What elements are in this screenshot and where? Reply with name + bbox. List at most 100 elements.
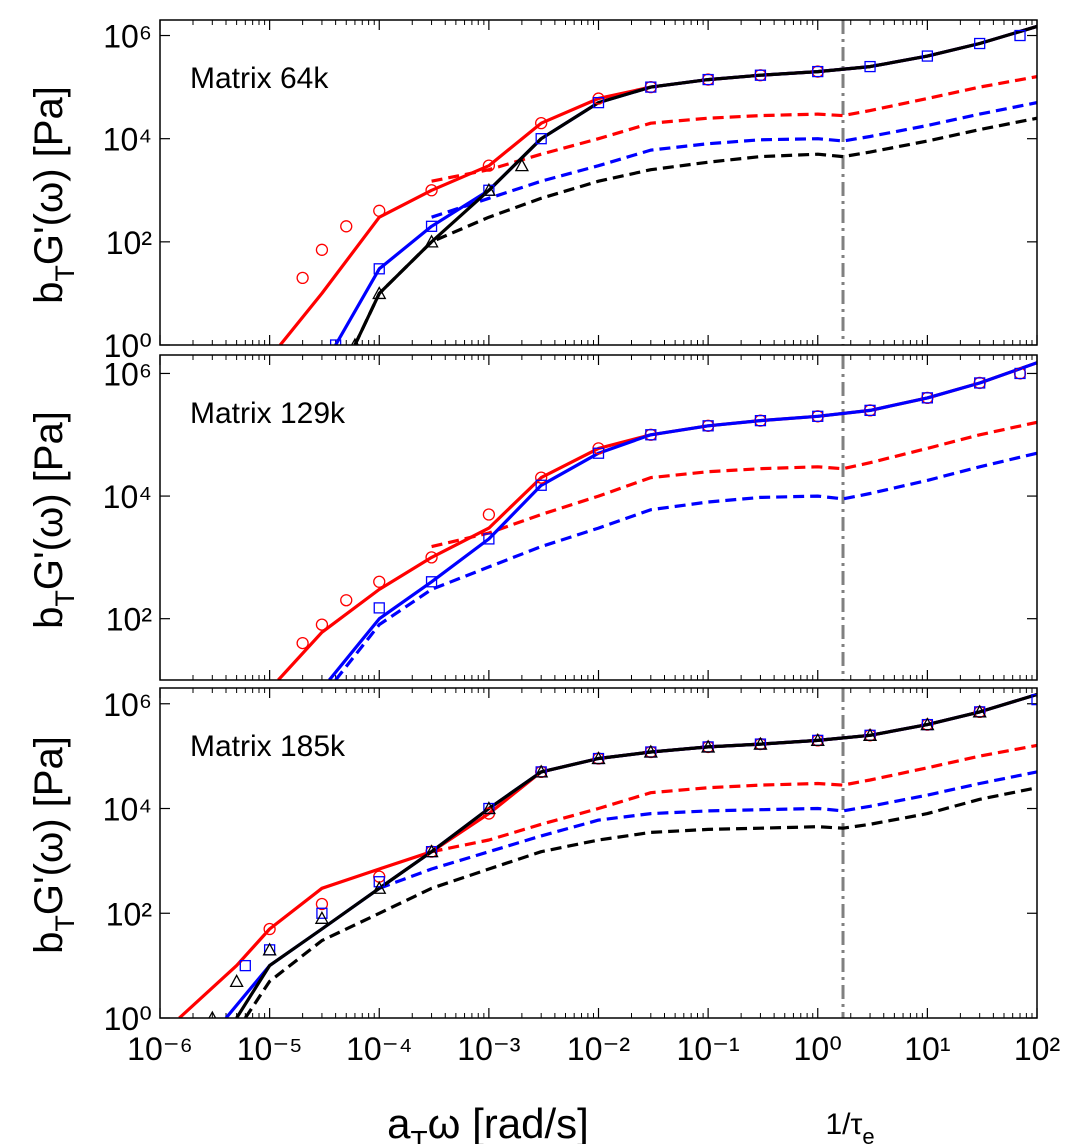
tau-label: 1/τe bbox=[825, 1108, 874, 1144]
x-tick-label: 10⁻⁶ bbox=[127, 1031, 193, 1067]
data-point-square bbox=[921, 392, 934, 404]
red-dashed-curve bbox=[431, 75, 1037, 183]
data-point-square bbox=[921, 50, 934, 62]
data-point-triangle bbox=[753, 736, 768, 750]
y-tick-label: 10² bbox=[106, 896, 153, 932]
data-point-square bbox=[1014, 367, 1026, 380]
data-point-square bbox=[425, 576, 438, 588]
plot-area bbox=[160, 355, 1037, 680]
data-point-square bbox=[702, 73, 714, 86]
data-point-square bbox=[592, 447, 605, 459]
data-point-triangle bbox=[591, 751, 606, 765]
data-point-triangle bbox=[372, 286, 387, 300]
red-dashed-curve bbox=[431, 420, 1037, 549]
chart-panel: 10² 10⁴ 10⁶ Matrix 129k bbox=[103, 354, 1038, 681]
data-point-circle bbox=[340, 594, 353, 607]
data-point-square bbox=[1014, 29, 1026, 42]
data-point-circle bbox=[482, 508, 496, 521]
y-tick-label: 10⁴ bbox=[103, 122, 152, 158]
plot-frame bbox=[159, 19, 1038, 346]
data-point-square bbox=[974, 377, 986, 389]
y-tick-label: 10² bbox=[106, 602, 153, 638]
blue-solid-curve bbox=[328, 361, 1037, 680]
plot-content bbox=[277, 355, 1037, 680]
data-point-triangle bbox=[972, 704, 987, 718]
data-point-triangle bbox=[314, 910, 330, 924]
data-point-square bbox=[316, 907, 328, 919]
data-point-square bbox=[373, 602, 385, 614]
data-point-triangle bbox=[514, 158, 529, 172]
data-point-square bbox=[373, 876, 385, 888]
x-tick-label: 10⁰ bbox=[794, 1031, 842, 1067]
y-tick-label: 10⁰ bbox=[104, 328, 152, 364]
panel-title: Matrix 185k bbox=[190, 730, 346, 763]
data-point-circle bbox=[315, 618, 329, 631]
data-point-circle bbox=[425, 184, 438, 197]
data-point-triangle bbox=[481, 182, 496, 196]
panel-title: Matrix 64k bbox=[190, 62, 329, 95]
data-point-square bbox=[425, 220, 438, 232]
data-point-triangle bbox=[701, 739, 716, 753]
x-tick-label: 10⁻⁵ bbox=[237, 1031, 303, 1067]
data-point-square bbox=[812, 65, 824, 78]
x-tick-label: 10¹ bbox=[904, 1031, 950, 1067]
y-tick-label: 10⁰ bbox=[104, 1001, 152, 1037]
data-point-square bbox=[535, 479, 547, 491]
data-point-triangle bbox=[229, 974, 244, 988]
data-point-square bbox=[535, 133, 547, 145]
data-point-triangle bbox=[810, 733, 825, 747]
chart-panel: 10⁻⁶ 10⁻⁵ 10⁻⁴ 10⁻³ 10⁻² 10⁻¹ 10⁰ 10¹ 10² 10⁰ 10² 1… bbox=[103, 687, 1061, 1067]
data-point-circle bbox=[535, 117, 548, 130]
data-point-triangle bbox=[262, 942, 277, 956]
y-axis-label: bTG'(ω) [Pa] bbox=[27, 411, 80, 629]
plot-content bbox=[278, 20, 1037, 345]
data-point-triangle bbox=[424, 234, 439, 248]
data-point-triangle bbox=[481, 801, 496, 815]
data-point-square bbox=[864, 60, 876, 73]
blue-dashed-curve bbox=[334, 451, 1037, 680]
data-point-circle bbox=[340, 220, 353, 233]
chart-panel: 10⁰ 10² 10⁴ 10⁶ Matrix 64k bbox=[103, 19, 1038, 364]
data-point-square bbox=[974, 37, 986, 50]
y-tick-label: 10⁶ bbox=[103, 19, 152, 55]
plot-area bbox=[160, 688, 1037, 1018]
black-solid-curve bbox=[353, 24, 1037, 345]
data-point-triangle bbox=[424, 844, 439, 858]
svg-text:bTG'(ω) [Pa]: bTG'(ω) [Pa] bbox=[27, 411, 80, 629]
data-point-triangle bbox=[372, 880, 387, 894]
x-tick-label: 10² bbox=[1014, 1031, 1061, 1067]
plot-content bbox=[178, 688, 1037, 1018]
data-point-circle bbox=[296, 636, 309, 650]
data-point-square bbox=[1031, 693, 1037, 706]
data-point-square bbox=[702, 420, 714, 432]
y-tick-label: 10⁶ bbox=[103, 687, 152, 723]
svg-text:bTG'(ω) [Pa]: bTG'(ω) [Pa] bbox=[27, 736, 80, 954]
data-point-triangle bbox=[643, 744, 658, 758]
black-solid-curve bbox=[235, 692, 1037, 1018]
plot-frame bbox=[159, 354, 1038, 681]
x-axis-label: aTω [rad/s] bbox=[387, 1100, 589, 1144]
y-tick-label: 10² bbox=[106, 225, 153, 261]
data-point-circle bbox=[315, 243, 329, 256]
data-point-circle bbox=[373, 204, 386, 217]
x-tick-label: 10⁻³ bbox=[457, 1031, 520, 1067]
data-point-triangle bbox=[862, 727, 878, 741]
data-point-square bbox=[373, 263, 385, 275]
data-point-circle bbox=[425, 551, 438, 564]
data-point-triangle bbox=[534, 764, 549, 778]
data-point-square bbox=[483, 533, 495, 545]
data-point-square bbox=[239, 959, 251, 972]
blue-dashed-curve bbox=[378, 770, 1037, 890]
y-tick-label: 10⁴ bbox=[103, 792, 152, 828]
data-point-square bbox=[645, 429, 657, 441]
data-point-square bbox=[645, 81, 657, 93]
black-dashed-curve bbox=[353, 116, 1037, 345]
data-point-triangle bbox=[920, 717, 935, 731]
data-point-square bbox=[329, 339, 342, 345]
data-point-circle bbox=[296, 271, 309, 285]
data-point-square bbox=[812, 410, 824, 422]
x-tick-label: 10⁻⁴ bbox=[346, 1031, 412, 1067]
plot-frame bbox=[159, 687, 1038, 1019]
data-point-circle bbox=[482, 159, 496, 172]
